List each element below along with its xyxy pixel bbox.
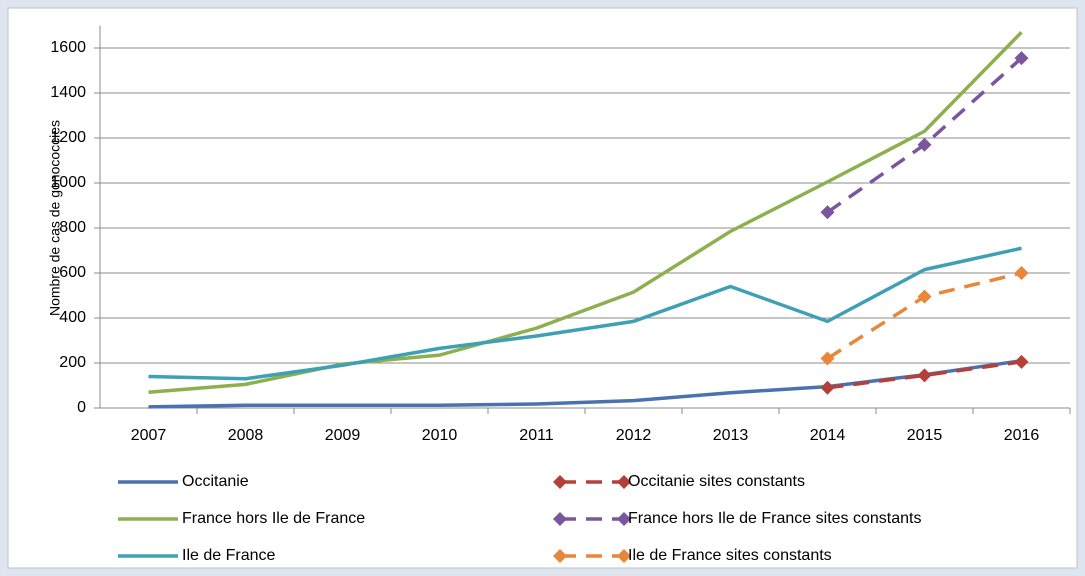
- chart-area: [7, 7, 1078, 569]
- series-marker: [917, 137, 932, 152]
- series-line: [148, 359, 1022, 409]
- x-tick-label: 2010: [422, 427, 458, 444]
- x-tick-label: 2009: [325, 427, 361, 444]
- x-tick-label: 2012: [616, 427, 652, 444]
- series-line: [148, 246, 1022, 381]
- legend-label: Ile de France: [182, 547, 275, 564]
- x-tick-label: 2008: [228, 427, 264, 444]
- x-tick-label: 2016: [1004, 427, 1040, 444]
- y-tick-label: 1000: [50, 174, 86, 191]
- legend-label: France hors Ile de France sites constant…: [628, 510, 921, 527]
- legend-marker: [553, 475, 567, 489]
- legend-marker: [553, 549, 567, 563]
- series-line: [827, 360, 1022, 390]
- y-tick-label: 1600: [50, 39, 86, 56]
- y-tick-label: 600: [59, 264, 86, 281]
- x-tick-label: 2014: [810, 427, 846, 444]
- y-tick-label: 200: [59, 354, 86, 371]
- series-marker: [820, 205, 835, 220]
- series-marker: [917, 289, 932, 304]
- series-marker: [1014, 51, 1029, 66]
- y-axis-label: Nombre de cas de gonococcies: [47, 120, 63, 316]
- x-tick-label: 2011: [519, 427, 554, 444]
- y-tick-label: 800: [59, 219, 86, 236]
- x-tick-label: 2007: [131, 427, 167, 444]
- series-marker: [820, 380, 835, 395]
- legend-label: Ile de France sites constants: [628, 547, 832, 564]
- legend-label: Occitanie sites constants: [628, 473, 805, 490]
- series-marker: [820, 351, 835, 366]
- legend-label: Occitanie: [182, 473, 249, 490]
- legend-marker: [617, 549, 631, 563]
- x-tick-label: 2013: [713, 427, 749, 444]
- y-tick-label: 1400: [50, 84, 86, 101]
- y-tick-label: 0: [77, 399, 86, 416]
- series-marker: [917, 368, 932, 383]
- legend-marker: [617, 475, 631, 489]
- x-tick-label: 2015: [907, 427, 943, 444]
- y-tick-label: 400: [59, 309, 86, 326]
- legend-marker: [617, 512, 631, 526]
- y-tick-label: 1200: [50, 129, 86, 146]
- legend-marker: [553, 512, 567, 526]
- series-line: [148, 31, 1023, 394]
- series-marker: [1014, 266, 1029, 280]
- legend-label: France hors Ile de France: [182, 510, 365, 527]
- series-marker: [1014, 354, 1029, 369]
